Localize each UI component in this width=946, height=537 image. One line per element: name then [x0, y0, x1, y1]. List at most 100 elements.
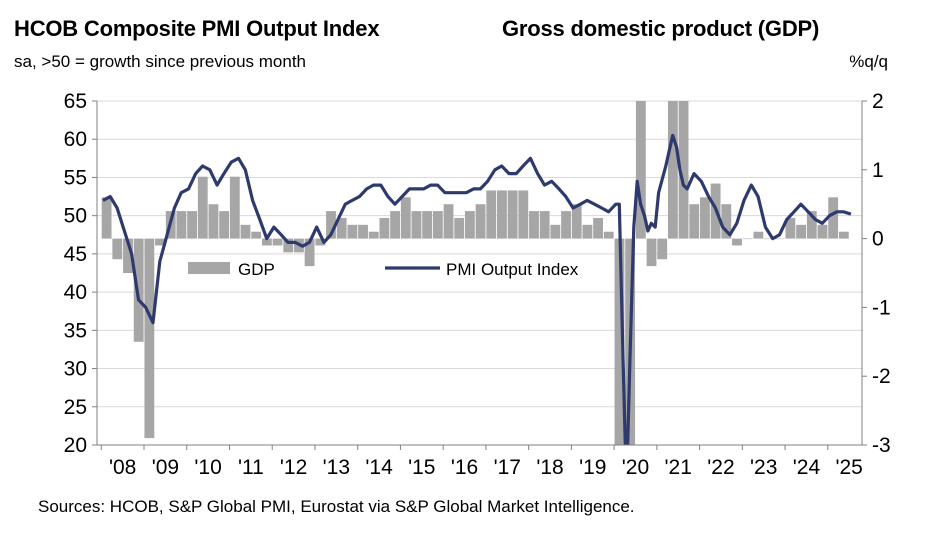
- source-note: Sources: HCOB, S&P Global PMI, Eurostat …: [38, 497, 635, 516]
- x-tick-label: '16: [451, 456, 478, 479]
- gdp-bar: [603, 231, 614, 239]
- pmi-line: [102, 133, 852, 445]
- y-left-tick-label: 25: [64, 396, 87, 419]
- gdp-bar: [774, 238, 785, 240]
- legend-gdp-label: GDP: [238, 260, 275, 279]
- gdp-bar: [422, 211, 433, 239]
- gdp-bar: [144, 238, 155, 439]
- gdp-bar: [358, 224, 368, 239]
- gdp-bar: [764, 238, 774, 240]
- gdp-bar: [411, 211, 422, 239]
- gdp-bar: [208, 204, 219, 239]
- gdp-bar: [336, 217, 347, 239]
- gdp-bar: [486, 190, 497, 239]
- y-left-tick-label: 55: [64, 166, 87, 189]
- gdp-bar: [614, 238, 625, 445]
- y-left-tick-label: 20: [64, 434, 87, 457]
- gdp-bar: [497, 190, 507, 239]
- gdp-bar: [464, 211, 475, 239]
- y-left-tick-label: 60: [64, 128, 87, 151]
- y-right-tick-label: -3: [872, 434, 891, 457]
- gdp-bar: [123, 238, 133, 273]
- gdp-bar: [806, 211, 817, 239]
- y-left-tick-label: 35: [64, 319, 87, 342]
- y-left-tick-label: 65: [64, 90, 87, 113]
- x-tick-label: '14: [365, 456, 393, 479]
- gdp-bar: [432, 211, 443, 239]
- gdp-bar: [229, 176, 240, 239]
- gdp-bar: [261, 238, 272, 246]
- gdp-bar: [272, 238, 283, 246]
- y-right-tick-label: -1: [872, 296, 891, 319]
- y-left-tick-label: 45: [64, 243, 87, 266]
- gdp-bar: [732, 238, 742, 246]
- y-left-tick-label: 50: [64, 205, 87, 228]
- x-tick-label: '17: [494, 456, 521, 479]
- gdp-bar: [518, 190, 529, 239]
- gdp-bar: [240, 224, 251, 239]
- gdp-bar: [635, 101, 646, 239]
- y-left-tick-label: 40: [64, 281, 87, 304]
- x-tick-label: '18: [536, 456, 563, 479]
- x-tick-label: '24: [793, 456, 821, 479]
- legend-gdp-swatch: [188, 262, 230, 274]
- x-tick-label: '22: [707, 456, 734, 479]
- gdp-bar: [101, 197, 112, 239]
- gdp-bar: [475, 204, 486, 239]
- gdp-bar: [507, 190, 518, 239]
- gdp-bar: [700, 197, 710, 239]
- gdp-bar: [112, 238, 123, 260]
- x-tick-label: '23: [750, 456, 777, 479]
- gdp-bar: [838, 231, 849, 239]
- gdp-bar: [347, 224, 358, 239]
- gdp-bar: [539, 211, 550, 239]
- y-right-tick-label: 0: [872, 228, 884, 251]
- gdp-bar: [368, 231, 379, 239]
- gdp-bar: [219, 211, 230, 239]
- x-tick-label: '15: [408, 456, 435, 479]
- x-tick-label: '08: [109, 456, 136, 479]
- gdp-bar: [721, 204, 732, 239]
- x-tick-label: '12: [280, 456, 307, 479]
- gdp-bar: [155, 238, 165, 246]
- gdp-bar: [400, 197, 411, 239]
- right-axis-unit: %q/q: [849, 52, 888, 71]
- gdp-bar: [390, 211, 401, 239]
- gdp-bar: [657, 238, 668, 260]
- gdp-bar: [646, 238, 657, 267]
- gdp-bar: [379, 217, 390, 239]
- gdp-bar: [197, 176, 208, 239]
- x-tick-label: '21: [665, 456, 692, 479]
- gdp-bar: [689, 204, 700, 239]
- gdp-bar: [593, 217, 604, 239]
- gdp-bar: [582, 224, 593, 239]
- gdp-bar: [176, 211, 187, 239]
- gdp-bar: [304, 238, 315, 267]
- x-tick-label: '13: [323, 456, 350, 479]
- gdp-bar: [454, 217, 465, 239]
- gdp-bar: [561, 211, 571, 239]
- x-tick-label: '09: [152, 456, 179, 479]
- gdp-bar: [443, 204, 454, 239]
- gdp-bar: [326, 211, 336, 239]
- gdp-bar: [251, 231, 262, 239]
- gdp-bar: [828, 197, 839, 239]
- gdp-bar: [571, 204, 582, 239]
- gdp-bar: [678, 101, 689, 239]
- y-right-tick-label: -2: [872, 365, 891, 388]
- gdp-bar: [742, 238, 753, 240]
- gdp-bar: [796, 224, 807, 239]
- gdp-bar: [550, 224, 561, 239]
- x-tick-label: '19: [579, 456, 606, 479]
- gdp-bar: [753, 231, 764, 239]
- gdp-bar: [283, 238, 294, 253]
- x-tick-label: '10: [194, 456, 221, 479]
- legend-pmi-label: PMI Output Index: [446, 260, 579, 279]
- gdp-bar: [187, 211, 198, 239]
- chart-title-left: HCOB Composite PMI Output Index: [14, 16, 380, 41]
- gdp-bar: [785, 217, 796, 239]
- gdp-bar: [667, 101, 678, 239]
- x-tick-label: '25: [835, 456, 862, 479]
- gdp-bar: [529, 211, 539, 239]
